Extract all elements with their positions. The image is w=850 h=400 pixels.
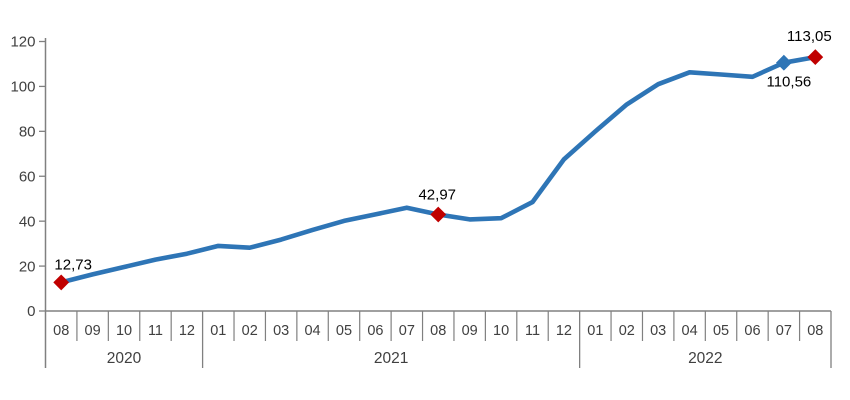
month-label: 03 <box>273 323 289 339</box>
y-tick-label: 60 <box>19 168 36 185</box>
y-tick-label: 0 <box>27 303 35 320</box>
year-label: 2020 <box>107 350 142 367</box>
data-label: 42,97 <box>418 186 456 203</box>
month-label: 02 <box>242 323 258 339</box>
highlight-diamond-marker <box>53 274 70 291</box>
month-label: 06 <box>744 323 760 339</box>
series-diamond-marker <box>775 54 792 71</box>
month-label: 03 <box>650 323 666 339</box>
month-label: 10 <box>116 323 132 339</box>
month-label: 04 <box>304 323 320 339</box>
y-tick-label: 80 <box>19 124 36 141</box>
month-label: 11 <box>148 323 163 339</box>
month-label: 02 <box>619 323 635 339</box>
y-tick-label: 20 <box>19 258 36 275</box>
month-label: 01 <box>587 323 603 339</box>
highlight-diamond-marker <box>807 49 824 66</box>
year-label: 2022 <box>688 350 722 367</box>
highlight-diamond-marker <box>430 206 447 223</box>
month-label: 11 <box>525 323 540 339</box>
y-tick-label: 120 <box>10 34 35 51</box>
month-label: 06 <box>367 323 383 339</box>
month-label: 09 <box>85 323 101 339</box>
month-label: 08 <box>430 323 446 339</box>
month-label: 09 <box>462 323 478 339</box>
month-label: 08 <box>53 323 69 339</box>
month-label: 05 <box>713 323 729 339</box>
month-label: 04 <box>682 323 698 339</box>
data-label: 110,56 <box>766 74 811 91</box>
y-tick-label: 40 <box>19 213 36 230</box>
year-label: 2021 <box>374 350 408 367</box>
month-label: 01 <box>210 323 226 339</box>
month-label: 07 <box>399 323 415 339</box>
month-label: 08 <box>807 323 823 339</box>
month-label: 10 <box>493 323 509 339</box>
month-label: 07 <box>776 323 792 339</box>
series-line <box>58 54 818 285</box>
data-label: 113,05 <box>787 28 832 45</box>
month-label: 12 <box>179 323 195 339</box>
month-label: 05 <box>336 323 352 339</box>
data-label: 12,73 <box>54 256 92 273</box>
month-label: 12 <box>556 323 572 339</box>
y-tick-label: 100 <box>10 79 35 96</box>
